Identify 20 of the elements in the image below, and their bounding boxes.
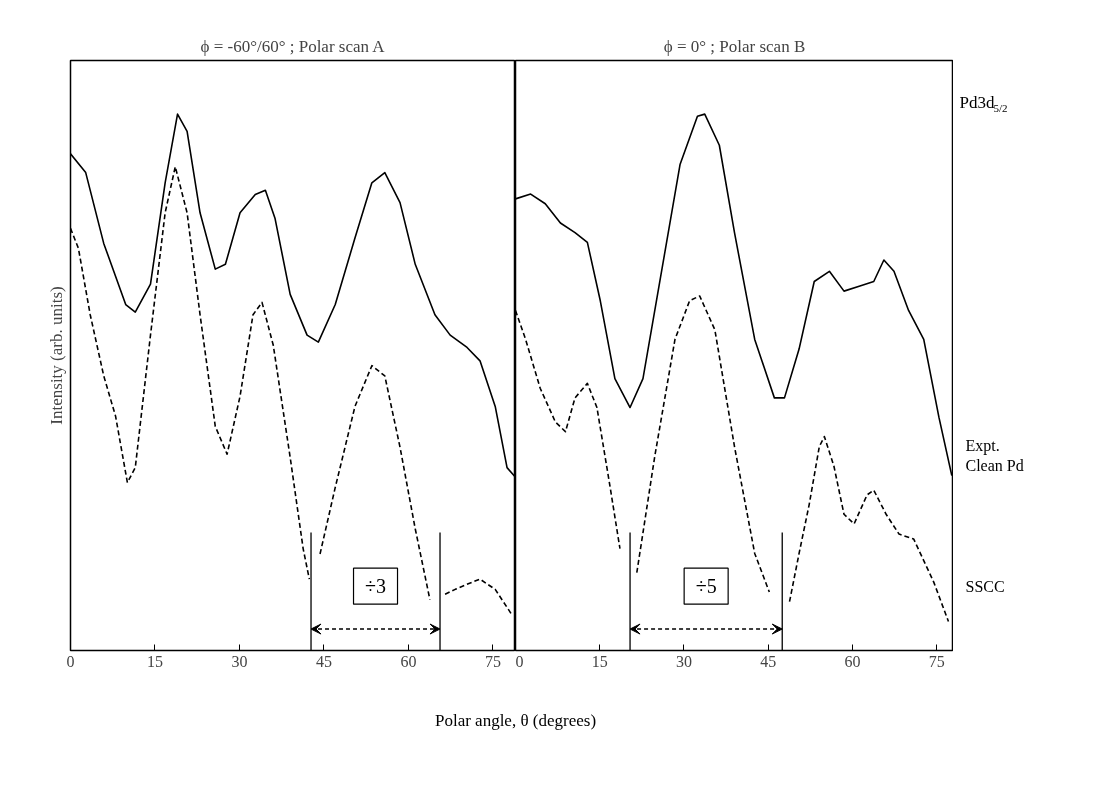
chart-title: ϕ = 0° ; Polar scan B	[663, 36, 806, 56]
x-tick-label: 15	[591, 652, 608, 670]
x-tick-label: 30	[231, 652, 248, 670]
x-tick-label: 15	[146, 652, 163, 670]
annotation: ÷5	[695, 575, 717, 598]
x-tick-label: 30	[675, 652, 692, 670]
x-tick-label: 75	[928, 652, 945, 670]
x-axis-title: Polar angle, θ (degrees)	[434, 711, 597, 730]
x-tick-label: 75	[484, 652, 501, 670]
annotation: ÷3	[365, 575, 387, 598]
x-tick-label: 60	[844, 652, 861, 670]
series-label: Expt. Clean Pd	[965, 436, 1024, 475]
chart-title: ϕ = -60°/60° ; Polar scan A	[200, 36, 386, 56]
x-tick-label: 45	[760, 652, 777, 670]
y-axis-title: Intensity (arb. units)	[46, 286, 66, 425]
series-label: SSCC	[965, 577, 1005, 595]
x-tick-label: 0	[66, 652, 75, 670]
x-tick-label: 45	[315, 652, 332, 670]
x-tick-label: 0	[515, 652, 524, 670]
x-tick-label: 60	[400, 652, 417, 670]
